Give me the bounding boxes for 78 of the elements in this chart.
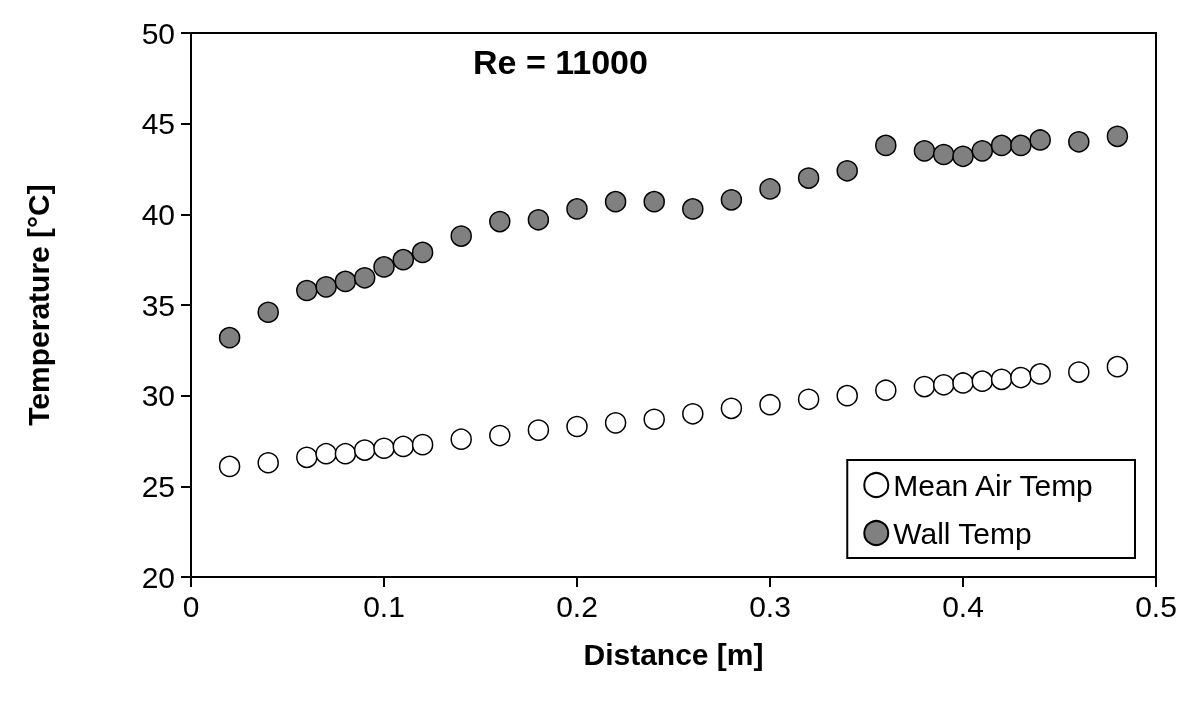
point: [1068, 131, 1090, 153]
point: [875, 379, 897, 401]
point: [373, 437, 395, 459]
x-tick-label: 0: [182, 589, 200, 623]
point: [353, 439, 376, 461]
point: [797, 388, 820, 411]
point: [315, 442, 337, 465]
y-axis-title: Temperature [°C]: [21, 184, 55, 426]
point: [990, 134, 1013, 157]
point: [682, 403, 704, 425]
point: [913, 140, 936, 162]
x-tick-label: 0.1: [363, 589, 405, 623]
point: [759, 393, 781, 416]
y-tick-label: 45: [141, 107, 175, 141]
point: [527, 209, 550, 231]
x-tick-label: 0.2: [556, 589, 598, 623]
point: [971, 370, 994, 392]
point: [353, 267, 376, 289]
point: [450, 225, 472, 247]
point: [489, 424, 511, 447]
chart-title: Re = 11000: [473, 43, 648, 81]
point: [1106, 125, 1129, 148]
point: [411, 241, 434, 264]
point: [296, 446, 318, 469]
y-tick-label: 20: [141, 560, 175, 594]
point: [913, 375, 936, 398]
point: [218, 455, 241, 478]
point: [604, 190, 627, 213]
point: [875, 134, 897, 157]
point: [334, 442, 357, 465]
point: [315, 276, 337, 298]
point: [604, 412, 627, 434]
point: [527, 419, 550, 441]
point: [836, 160, 858, 182]
y-tick-label: 35: [141, 288, 175, 322]
legend-label: Mean Air Temp: [893, 468, 1093, 502]
point: [1029, 363, 1051, 385]
point: [952, 145, 974, 168]
point: [952, 372, 974, 394]
point: [296, 279, 318, 302]
point: [720, 397, 743, 420]
point: [257, 452, 279, 474]
point: [643, 408, 665, 430]
point: [373, 256, 395, 278]
point: [836, 384, 858, 407]
point: [932, 143, 955, 166]
point: [566, 198, 588, 220]
point: [392, 435, 415, 458]
y-tick-label: 50: [141, 16, 175, 50]
point: [759, 178, 781, 200]
point: [797, 167, 820, 189]
point: [1068, 361, 1090, 383]
point: [971, 140, 994, 162]
point: [489, 210, 511, 233]
point: [682, 198, 704, 220]
point: [1010, 366, 1032, 389]
point: [1010, 134, 1032, 157]
legend-label: Wall Temp: [893, 516, 1032, 550]
point: [643, 190, 665, 213]
point: [257, 301, 279, 323]
x-tick-label: 0.5: [1135, 589, 1177, 623]
y-tick-label: 40: [141, 197, 175, 231]
point: [218, 326, 241, 349]
point: [411, 433, 434, 456]
point: [1106, 355, 1129, 378]
point: [990, 368, 1013, 391]
x-tick-label: 0.4: [942, 589, 984, 623]
point: [450, 428, 472, 450]
point: [932, 374, 955, 396]
x-axis-title: Distance [m]: [583, 637, 764, 671]
x-tick-label: 0.3: [749, 589, 791, 623]
y-tick-label: 30: [141, 379, 175, 413]
point: [392, 248, 415, 271]
point: [720, 189, 743, 211]
point: [334, 270, 357, 293]
y-tick-label: 25: [141, 469, 175, 503]
point: [1029, 129, 1051, 151]
point: [566, 415, 588, 438]
